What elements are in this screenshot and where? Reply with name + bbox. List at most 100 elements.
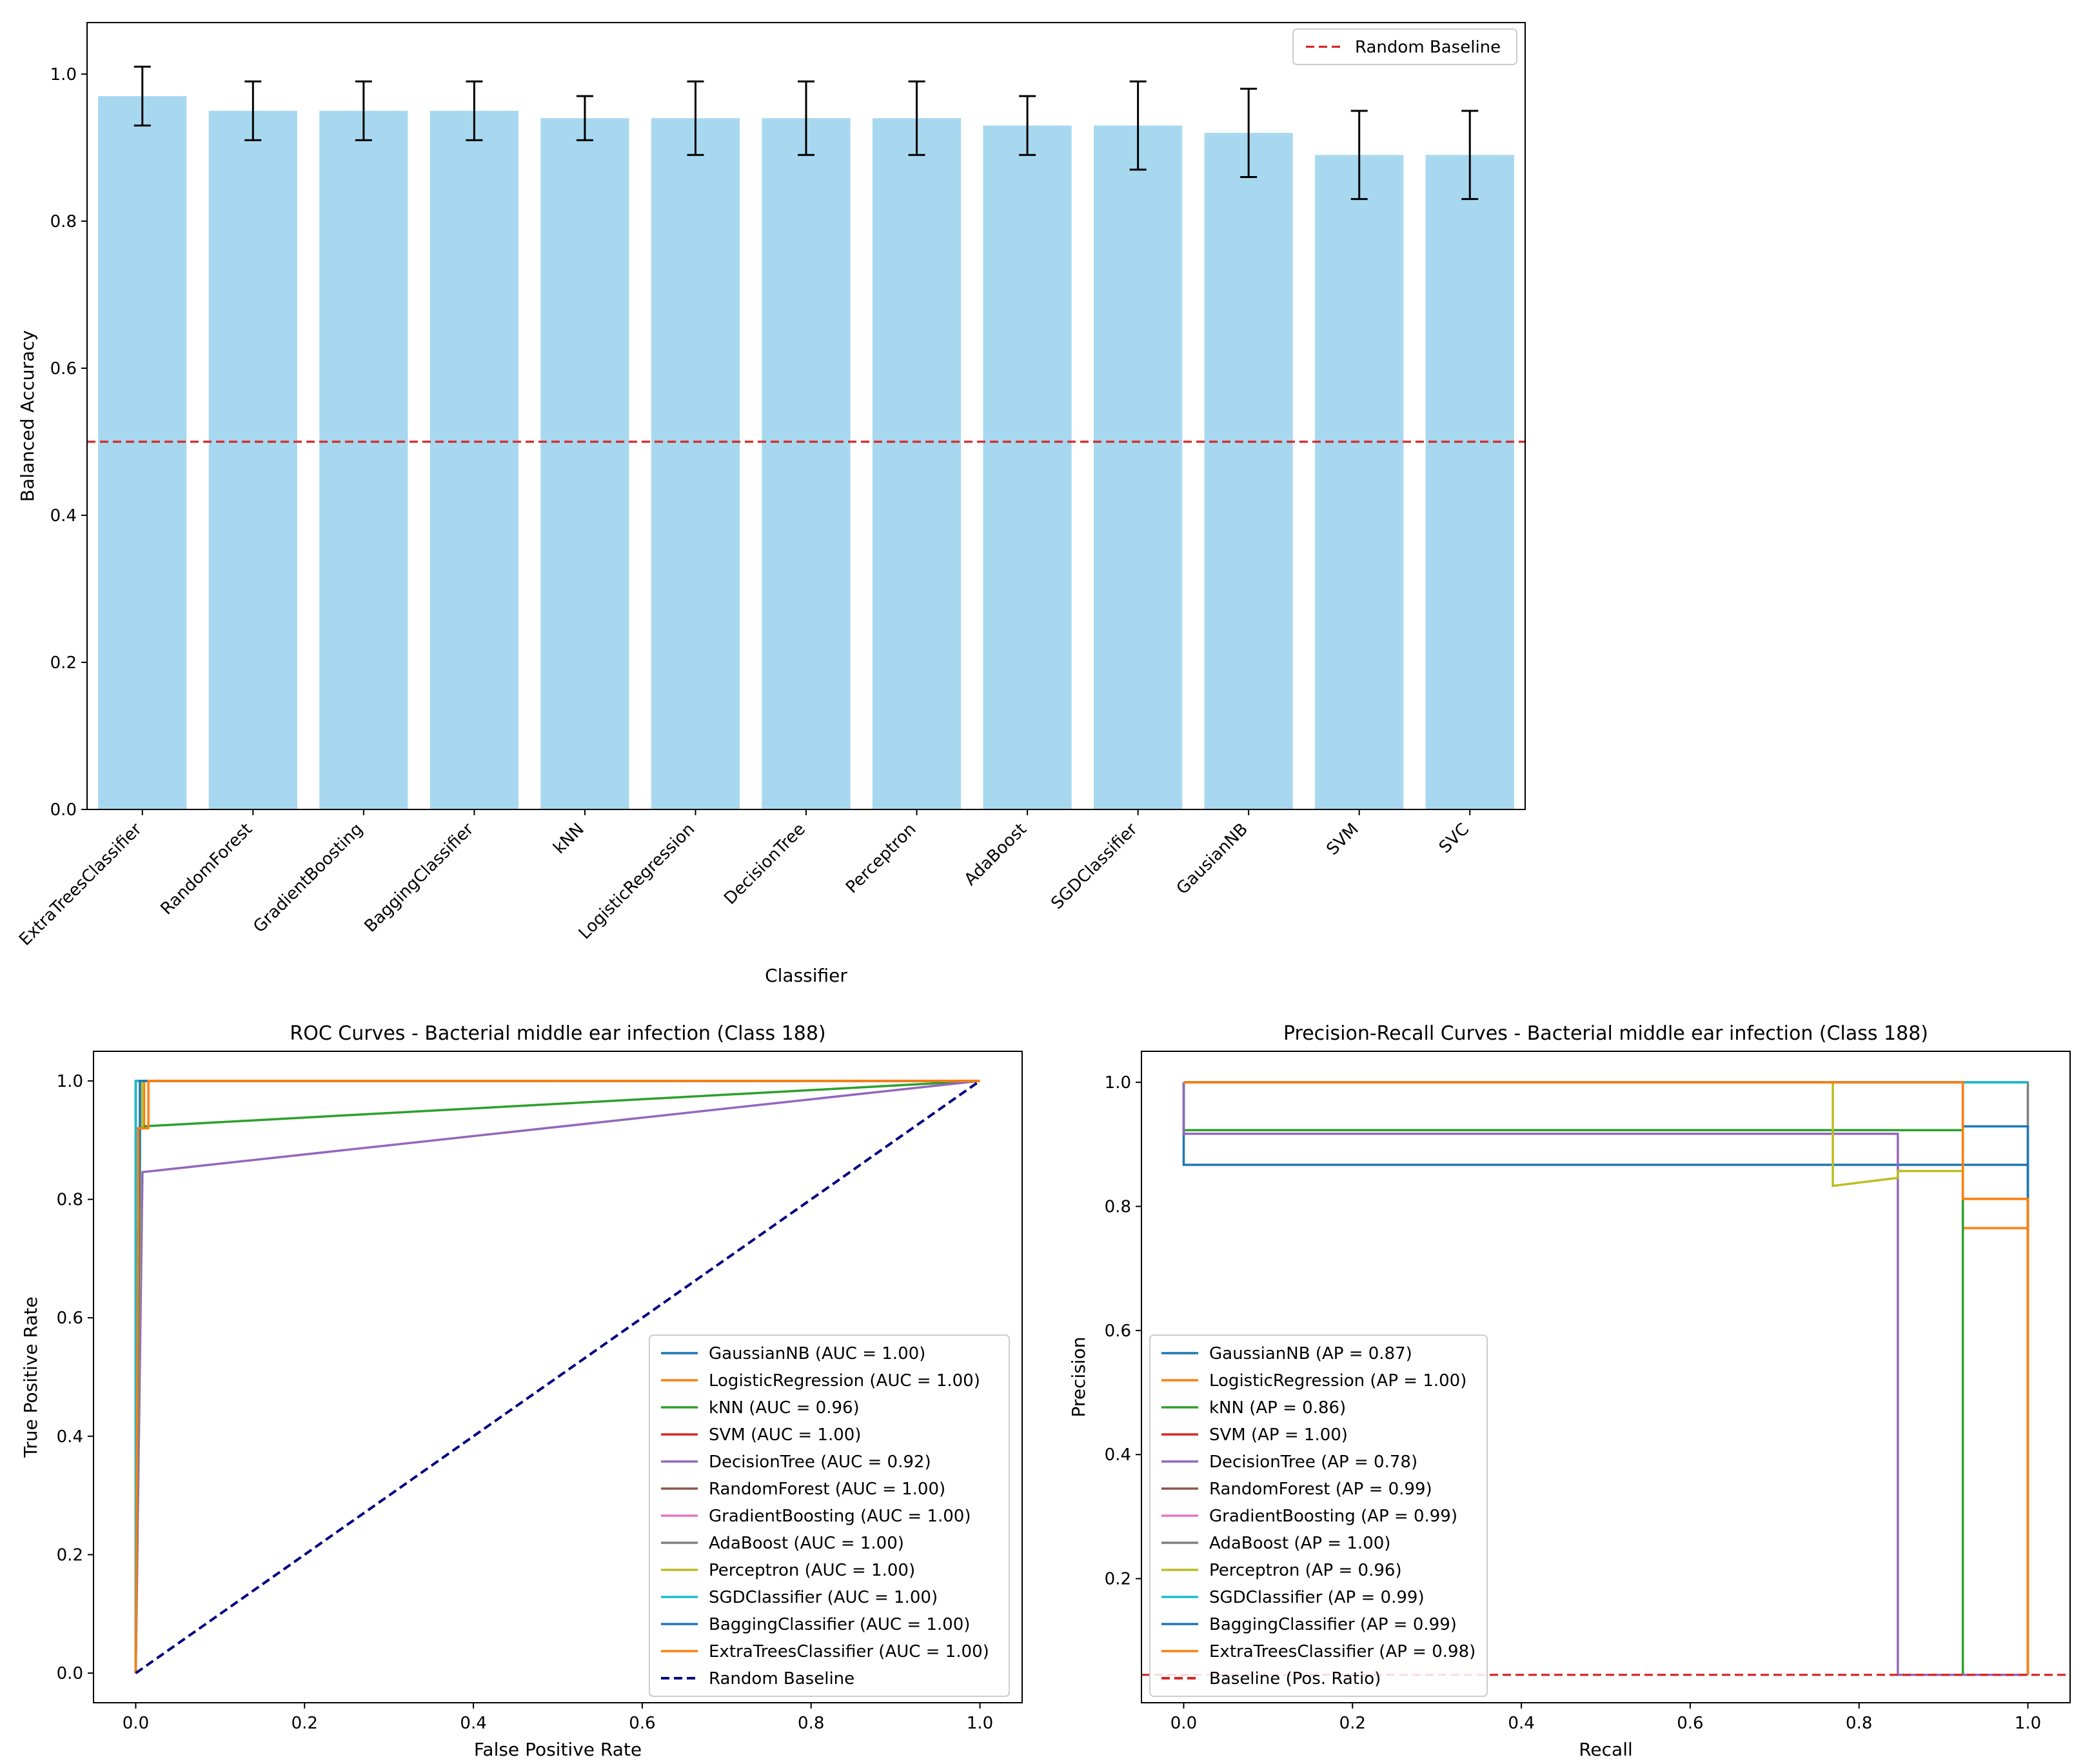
legend-label: RandomForest (AUC = 1.00)	[709, 1480, 945, 1499]
legend-label: Baseline (Pos. Ratio)	[1209, 1669, 1381, 1689]
y-axis-label: Balanced Accuracy	[17, 330, 38, 502]
y-tick-label: 0.0	[57, 1664, 83, 1683]
y-tick-label: 0.2	[50, 653, 77, 673]
y-tick-label: 0.8	[57, 1191, 83, 1210]
x-axis-label: Classifier	[765, 965, 847, 986]
x-axis-label: Recall	[1579, 1739, 1633, 1760]
y-tick-label: 0.4	[1105, 1445, 1131, 1465]
y-tick-label: 1.0	[1105, 1073, 1131, 1093]
legend-label: Random Baseline	[1355, 38, 1501, 57]
legend-label: ExtraTreesClassifier (AP = 0.98)	[1209, 1642, 1476, 1661]
legend-label: Perceptron (AP = 0.96)	[1209, 1561, 1402, 1580]
bar-baggingclassifier	[429, 110, 518, 810]
y-tick-label: 0.0	[50, 800, 77, 820]
x-tick-label: 0.4	[1508, 1714, 1534, 1733]
y-tick-label: 0.6	[1105, 1322, 1131, 1341]
bar-gradientboosting	[319, 110, 408, 810]
x-tick-label: 0.8	[798, 1714, 824, 1733]
legend-label: GradientBoosting (AUC = 1.00)	[709, 1507, 971, 1526]
line-random-baseline	[135, 1080, 981, 1674]
plot-frame	[1141, 1051, 2071, 1703]
legend-label: LogisticRegression (AUC = 1.00)	[709, 1371, 980, 1391]
y-tick-label: 1.0	[50, 65, 77, 84]
legend-label: BaggingClassifier (AP = 0.99)	[1209, 1615, 1457, 1634]
bar-perceptron	[872, 118, 962, 809]
legend-label: Perceptron (AUC = 1.00)	[709, 1561, 915, 1580]
line-extratreesclassifier-ap-0-98	[1183, 1081, 2029, 1675]
x-tick-label: 1.0	[967, 1714, 993, 1733]
x-ticks-group: 0.0 0.2 0.4 0.6 0.8 1.0	[123, 1703, 993, 1733]
legend-box	[1292, 28, 1517, 65]
y-ticks-group: 0.0 0.2 0.4 0.6 0.8 1.0	[57, 1072, 94, 1683]
legend-label: SVM (AP = 1.00)	[1209, 1425, 1348, 1445]
legend-label: AdaBoost (AP = 1.00)	[1209, 1534, 1390, 1553]
chart-title: ROC Curves - Bacterial middle ear infect…	[290, 1022, 825, 1045]
plot-frame	[93, 1051, 1023, 1703]
legend-label: DecisionTree (AP = 0.78)	[1209, 1452, 1417, 1472]
y-ticks-group: 0.2 0.4 0.6 0.8 1.0	[1105, 1073, 1141, 1589]
legend-label: DecisionTree (AUC = 0.92)	[709, 1452, 931, 1472]
legend: GaussianNB (AP = 0.87) LogisticRegression…	[1149, 1334, 1488, 1697]
bar-gausiannb	[1204, 133, 1293, 809]
line-extratreesclassifier-auc-1-00	[134, 1080, 980, 1674]
y-tick-label: 0.6	[57, 1309, 83, 1328]
x-tick-label: 1.0	[2015, 1714, 2041, 1733]
y-tick-label: 0.2	[1105, 1570, 1131, 1589]
legend-label: Random Baseline	[709, 1669, 854, 1689]
y-tick-label: 1.0	[57, 1072, 83, 1091]
bar-randomforest	[208, 110, 297, 810]
bars-group	[98, 96, 1514, 810]
legend-label: GradientBoosting (AP = 0.99)	[1209, 1507, 1457, 1526]
bar-logisticregression	[651, 118, 740, 809]
roc-chart-panel: 0.0 0.2 0.4 0.6 0.8 1.0 0.0 0.2 0.4 0.6 0.8 1.0 RO…	[20, 1022, 1023, 1760]
legend-label: ExtraTreesClassifier (AUC = 1.00)	[709, 1642, 989, 1661]
pr-lines-group	[1141, 1081, 2070, 1676]
y-tick-label: 0.8	[50, 212, 77, 232]
legend-label: GaussianNB (AP = 0.87)	[1209, 1344, 1412, 1363]
bar-decisiontree	[762, 118, 851, 809]
legend-box	[1149, 1334, 1488, 1697]
bar-knn	[540, 118, 629, 809]
bar-adaboost	[983, 125, 1072, 809]
bar-svm	[1315, 155, 1404, 809]
x-tick-label: 0.2	[291, 1714, 318, 1733]
y-tick-label: 0.8	[1105, 1197, 1131, 1216]
x-tick-label: 0.8	[1846, 1714, 1872, 1733]
y-ticks-group: 0.0 0.2 0.4 0.6 0.8 1.0	[50, 65, 87, 820]
x-tick-label: 0.2	[1339, 1714, 1366, 1733]
legend-label: LogisticRegression (AP = 1.00)	[1209, 1371, 1466, 1391]
x-tick-label: 0.4	[460, 1714, 486, 1733]
bar-sgdclassifier	[1094, 125, 1183, 809]
bar-extratreesclassifier	[98, 96, 187, 810]
x-tick-label: 0.0	[1170, 1714, 1197, 1733]
y-axis-label: True Positive Rate	[20, 1296, 41, 1458]
x-ticks-group: 0.0 0.2 0.4 0.6 0.8 1.0	[1170, 1703, 2041, 1733]
x-tick-label: 0.6	[1677, 1714, 1703, 1733]
y-axis-label: Precision	[1068, 1337, 1089, 1418]
legend-label: SVM (AUC = 1.00)	[709, 1425, 861, 1445]
error-bars-group	[133, 65, 1479, 201]
legend-label: kNN (AUC = 0.96)	[709, 1398, 860, 1418]
y-tick-label: 0.4	[50, 506, 77, 526]
legend-label: RandomForest (AP = 0.99)	[1209, 1480, 1432, 1499]
x-tick-label: 0.6	[629, 1714, 655, 1733]
x-tick-label: 0.0	[123, 1714, 149, 1733]
legend-label: AdaBoost (AUC = 1.00)	[709, 1534, 904, 1553]
x-axis-label: False Positive Rate	[474, 1739, 642, 1760]
legend-label: BaggingClassifier (AUC = 1.00)	[709, 1615, 970, 1634]
bar-svc	[1425, 155, 1514, 809]
legend-label: GaussianNB (AUC = 1.00)	[709, 1344, 925, 1363]
legend: Random Baseline	[1292, 28, 1517, 65]
chart-title: Precision-Recall Curves - Bacterial midd…	[1283, 1022, 1928, 1045]
legend-box	[649, 1334, 1010, 1697]
y-tick-label: 0.2	[57, 1545, 83, 1565]
y-tick-label: 0.4	[57, 1427, 83, 1447]
legend-label: SGDClassifier (AP = 0.99)	[1209, 1588, 1425, 1607]
legend: GaussianNB (AUC = 1.00) LogisticRegressio…	[649, 1334, 1010, 1697]
roc-lines-group	[134, 1080, 981, 1674]
pr-chart-panel: 0.2 0.4 0.6 0.8 1.0 0.0 0.2 0.4 0.6 0.8 1.0 Preci…	[1068, 1022, 2071, 1760]
legend-label: SGDClassifier (AUC = 1.00)	[709, 1588, 938, 1607]
legend-label: kNN (AP = 0.86)	[1209, 1398, 1346, 1418]
plot-frame	[86, 22, 1526, 810]
